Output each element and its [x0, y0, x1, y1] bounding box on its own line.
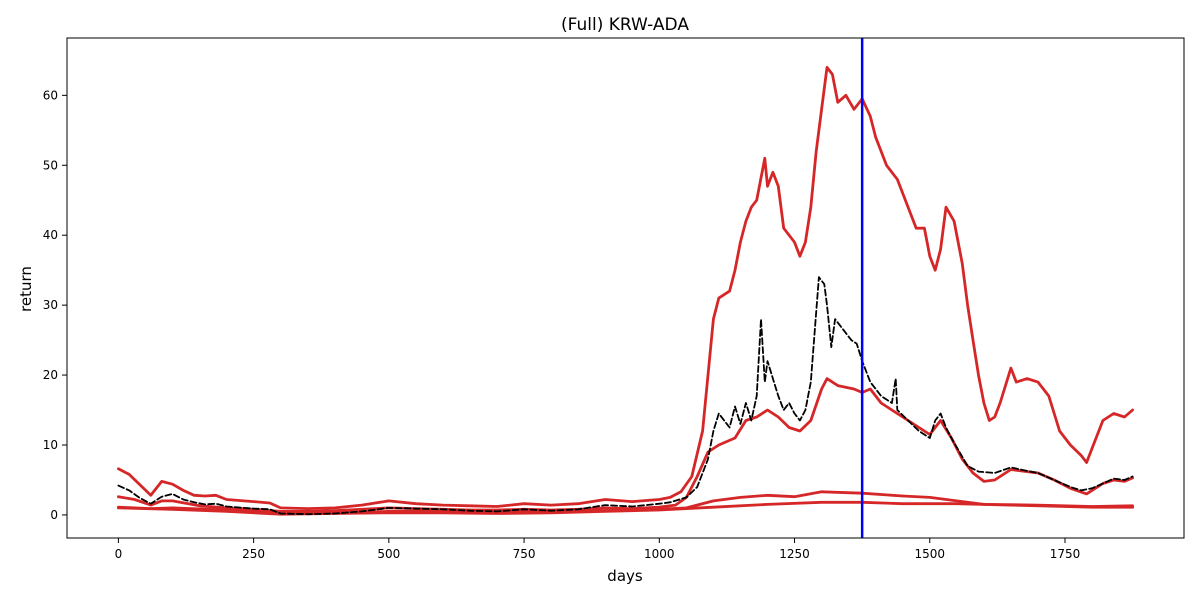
y-tick-label: 60	[43, 88, 58, 102]
y-tick-label: 40	[43, 228, 58, 242]
y-tick-label: 10	[43, 438, 58, 452]
series-line-red-1	[117, 66, 1134, 510]
y-axis-label: return	[17, 266, 35, 312]
y-tick-label: 0	[50, 508, 58, 522]
series-line-red-2	[117, 377, 1134, 513]
x-axis-ticks: 0 250 500 750 1000 1250 1500 1750	[115, 538, 1081, 561]
plot-frame	[66, 37, 1185, 539]
y-tick-label: 20	[43, 368, 58, 382]
plot-area	[117, 38, 1134, 538]
x-tick-label: 1750	[1050, 547, 1081, 561]
series-line-dashed-0	[117, 276, 1134, 516]
y-tick-label: 50	[43, 158, 58, 172]
y-axis-ticks: 0 10 20 30 40 50 60	[43, 88, 67, 522]
x-tick-label: 1500	[914, 547, 945, 561]
y-tick-label: 30	[43, 298, 58, 312]
x-tick-label: 1250	[779, 547, 810, 561]
x-tick-label: 500	[377, 547, 400, 561]
x-tick-label: 250	[242, 547, 265, 561]
x-axis-label: days	[607, 567, 643, 585]
x-tick-label: 0	[115, 547, 123, 561]
x-tick-label: 1000	[644, 547, 675, 561]
chart-title: (Full) KRW-ADA	[561, 15, 689, 35]
x-tick-label: 750	[513, 547, 536, 561]
